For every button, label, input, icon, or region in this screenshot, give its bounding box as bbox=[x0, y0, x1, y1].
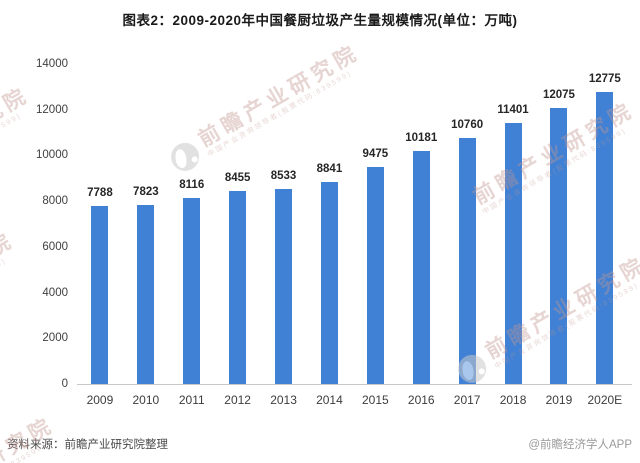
bar bbox=[229, 190, 247, 384]
x-axis-line bbox=[77, 384, 632, 385]
bar-value-label: 8116 bbox=[179, 179, 205, 192]
chart-title: 图表2：2009-2020年中国餐厨垃圾产生量规模情况(单位：万吨) bbox=[122, 13, 518, 28]
bar bbox=[366, 167, 384, 384]
y-axis-tick-label: 4000 bbox=[42, 286, 68, 299]
x-axis-tick-label: 2018 bbox=[499, 393, 527, 407]
bar bbox=[275, 188, 293, 384]
x-axis-tick-label: 2012 bbox=[224, 393, 251, 407]
bar-value-label: 9475 bbox=[362, 148, 389, 161]
bar-value-label: 11401 bbox=[497, 104, 529, 117]
bar-value-label: 10181 bbox=[405, 132, 438, 145]
bar bbox=[137, 205, 155, 384]
y-axis-tick-label: 10000 bbox=[36, 149, 68, 162]
y-axis-tick-label: 8000 bbox=[42, 195, 68, 208]
bar bbox=[91, 205, 109, 384]
y-axis-tick-label: 14000 bbox=[36, 58, 68, 70]
source-text: 资料来源：前瞻产业研究院整理 bbox=[7, 439, 168, 451]
bar bbox=[550, 108, 568, 384]
bar bbox=[504, 123, 522, 384]
bar-value-label: 8533 bbox=[270, 169, 297, 182]
bar-value-label: 12075 bbox=[542, 89, 575, 101]
x-axis-tick-label: 2015 bbox=[361, 393, 389, 407]
bar bbox=[183, 198, 201, 384]
bar-value-label: 7823 bbox=[133, 186, 159, 199]
bar-value-label: 8455 bbox=[224, 171, 251, 184]
bar-value-label: 10760 bbox=[451, 119, 484, 132]
x-axis-tick-label: 2019 bbox=[545, 393, 573, 407]
bar bbox=[412, 151, 430, 384]
x-axis-tick-label: 2011 bbox=[178, 393, 205, 407]
y-axis-tick-label: 12000 bbox=[36, 103, 68, 116]
y-axis-tick-label: 0 bbox=[61, 378, 68, 390]
bar bbox=[596, 92, 614, 384]
x-axis-tick-label: 2014 bbox=[316, 393, 343, 407]
x-axis-tick-label: 2010 bbox=[132, 393, 160, 407]
x-axis-tick-label: 2020E bbox=[587, 393, 623, 407]
bar bbox=[320, 181, 338, 384]
x-axis-tick-label: 2013 bbox=[270, 393, 297, 407]
bar-value-label: 8841 bbox=[316, 162, 343, 175]
x-axis-tick-label: 2016 bbox=[407, 393, 435, 407]
bar-value-label: 7788 bbox=[87, 186, 113, 199]
bar bbox=[458, 138, 476, 384]
y-axis-tick-label: 6000 bbox=[42, 240, 68, 253]
x-axis-tick-label: 2009 bbox=[86, 393, 114, 407]
bar-value-label: 12775 bbox=[588, 73, 621, 85]
y-axis-tick-label: 2000 bbox=[42, 332, 68, 345]
x-axis-tick-label: 2017 bbox=[453, 393, 481, 407]
credit-text: @前瞻经济学人APP bbox=[528, 439, 632, 451]
